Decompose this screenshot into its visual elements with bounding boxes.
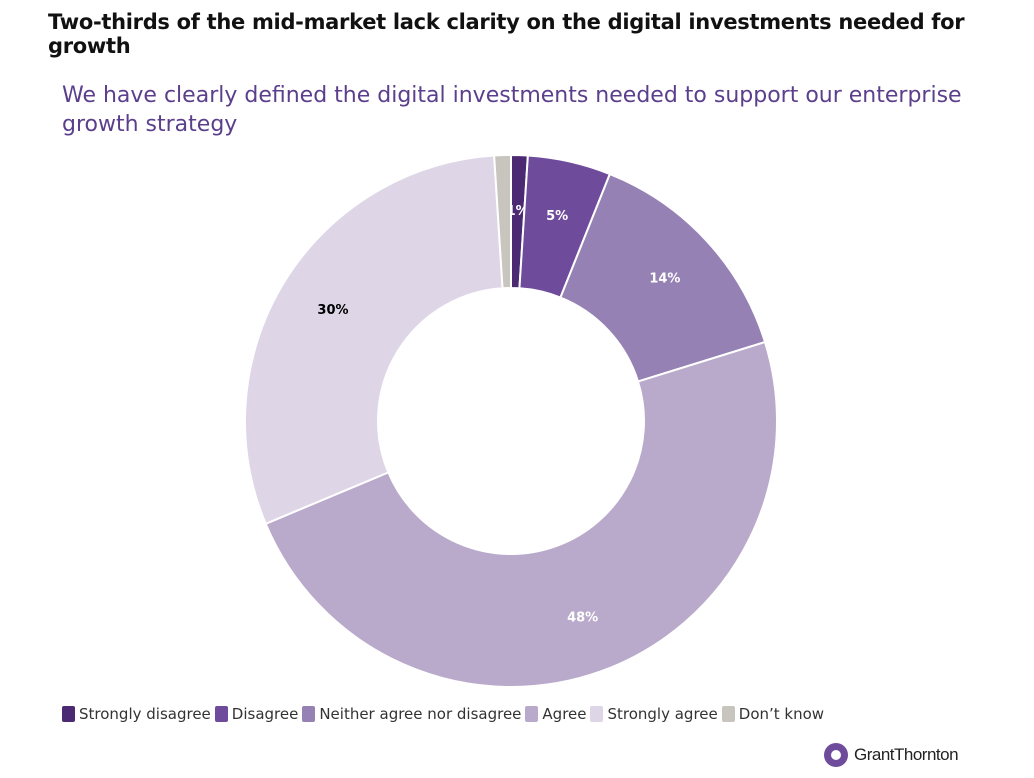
donut-slice-strongly-agree <box>244 154 504 526</box>
donut-slice-neither-agree-nor-disagree <box>559 172 767 383</box>
legend-label: Neither agree nor disagree <box>319 705 522 723</box>
chart-legend: Strongly disagree Disagree Neither agree n… <box>62 705 828 723</box>
legend-swatch <box>590 706 604 722</box>
slice-label-neither-agree-nor-disagree: 14% <box>649 271 680 286</box>
slice-label-disagree: 5% <box>546 209 568 224</box>
legend-label: Disagree <box>231 705 299 723</box>
page-headline: Two-thirds of the mid-market lack clarit… <box>48 10 965 58</box>
legend-label: Strongly agree <box>607 705 718 723</box>
chart-title: We have clearly defined the digital inve… <box>62 83 962 137</box>
slice-label-agree: 48% <box>567 610 598 625</box>
legend-swatch <box>525 706 539 722</box>
slice-label-strongly-agree: 30% <box>317 303 348 318</box>
legend-swatch <box>721 706 735 722</box>
legend-item-strongly-disagree: Strongly disagree <box>62 705 211 723</box>
donut-slice-don-t-know <box>493 153 512 290</box>
legend-swatch <box>62 706 75 722</box>
legend-label: Strongly disagree <box>79 705 211 723</box>
legend-item-agree: Agree <box>525 705 586 723</box>
brand-logo-text: GrantThornton <box>854 745 959 764</box>
legend-swatch <box>302 706 316 722</box>
donut-slice-agree <box>264 340 778 688</box>
legend-item-don-t-know: Don’t know <box>721 705 825 723</box>
legend-label: Don’t know <box>738 705 825 723</box>
legend-item-strongly-agree: Strongly agree <box>590 705 718 723</box>
brand-logo: GrantThornton <box>824 743 959 767</box>
legend-item-neither-agree-nor-disagree: Neither agree nor disagree <box>302 705 521 723</box>
legend-item-disagree: Disagree <box>214 705 299 723</box>
donut-chart: 1% 5%14%48%30% <box>244 153 778 688</box>
legend-label: Agree <box>542 705 587 723</box>
legend-swatch <box>214 706 228 722</box>
grant-thornton-logo-icon <box>824 743 848 767</box>
